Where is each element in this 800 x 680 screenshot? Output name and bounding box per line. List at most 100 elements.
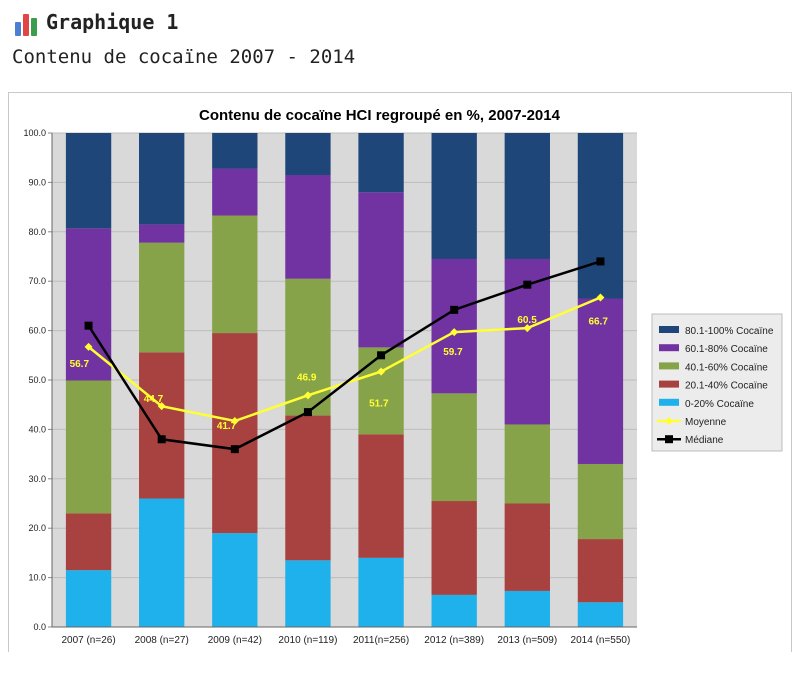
bar-segment <box>212 133 258 169</box>
mean-marker <box>523 324 532 333</box>
legend-label: 60.1-80% Cocaïne <box>685 344 768 355</box>
series-line <box>87 260 601 451</box>
median-marker <box>450 305 459 314</box>
x-tick-label: 2008 (n=27) <box>135 635 189 646</box>
x-tick-label: 2009 (n=42) <box>208 635 262 646</box>
bar-segment <box>504 424 550 504</box>
legend-marker <box>665 435 673 444</box>
x-tick-label: 2012 (n=389) <box>424 635 484 646</box>
y-tick-label: 30.0 <box>28 474 46 484</box>
mean-marker <box>596 293 605 302</box>
legend-label: 0-20% Cocaïne <box>685 399 754 410</box>
data-label: 60.5 <box>517 315 537 326</box>
y-tick-label: 60.0 <box>28 326 46 336</box>
x-tick-label: 2007 (n=26) <box>61 635 115 646</box>
bar-segment <box>212 533 258 627</box>
bar-segment <box>577 133 624 299</box>
bar-segment <box>65 513 112 571</box>
bar-segment <box>65 380 112 514</box>
data-label: 51.7 <box>369 399 389 410</box>
bar-segment <box>212 215 258 334</box>
bar-segment <box>139 242 185 353</box>
legend-label: 80.1-100% Cocaïne <box>685 326 774 337</box>
y-tick-label: 0.0 <box>33 622 46 632</box>
mean-marker <box>303 391 312 400</box>
median-marker <box>303 408 312 417</box>
bar-segment <box>212 333 258 534</box>
legend-swatch <box>659 398 679 406</box>
legend-swatch <box>659 380 679 388</box>
legend-swatch <box>659 326 679 333</box>
bar-segment <box>285 133 331 175</box>
mean-marker <box>450 328 459 337</box>
chart-subtitle: Contenu de cocaïne 2007 - 2014 <box>12 46 356 68</box>
bar-segment <box>212 168 258 216</box>
bar-segment <box>285 560 331 627</box>
legend-marker <box>665 417 673 425</box>
x-tick-label: 2010 (n=119) <box>278 635 337 646</box>
median-marker <box>523 280 532 289</box>
data-label: 56.7 <box>70 359 90 370</box>
median-marker <box>84 321 93 330</box>
x-tick-label: 2011(n=256) <box>353 635 409 646</box>
bar-segment <box>431 258 477 394</box>
chart-label: Graphique 1 <box>46 10 179 34</box>
bar-segment <box>431 501 477 595</box>
data-label: 41.7 <box>217 421 237 432</box>
median-marker <box>157 435 166 444</box>
bar-segment <box>577 463 624 540</box>
bar-segment <box>431 393 477 502</box>
bar-segment <box>285 174 331 279</box>
median-marker <box>377 351 386 360</box>
bar-segment <box>504 503 550 591</box>
bar-segment <box>577 602 624 627</box>
bar-segment <box>431 133 477 259</box>
bar-segment <box>139 352 185 499</box>
mean-marker <box>230 417 239 426</box>
x-tick-label: 2014 (n=550) <box>571 635 631 646</box>
y-tick-label: 70.0 <box>28 276 46 286</box>
legend-swatch <box>659 344 679 352</box>
y-tick-label: 90.0 <box>28 177 46 187</box>
mean-marker <box>157 402 166 411</box>
y-tick-label: 80.0 <box>28 227 46 237</box>
bar-segment <box>577 298 624 464</box>
bar-segment <box>358 434 404 558</box>
bar-chart-icon <box>14 12 40 36</box>
bar-segment <box>504 133 550 259</box>
bar-segment <box>504 590 550 627</box>
bar-segment <box>577 539 624 603</box>
bar-segment <box>431 594 477 627</box>
legend-label: 20.1-40% Cocaïne <box>685 381 768 392</box>
bar-segment <box>139 498 185 627</box>
page-header: Graphique 1 Contenu de cocaïne 2007 - 20… <box>0 0 800 85</box>
chart: Contenu de cocaïne HCI regroupé en %, 20… <box>23 107 783 646</box>
data-label: 44.7 <box>144 394 164 405</box>
legend-swatch <box>659 362 679 370</box>
bar-segment <box>358 133 404 193</box>
bar-segment <box>358 557 404 627</box>
mean-marker <box>84 342 93 351</box>
bar-segment <box>285 415 331 561</box>
legend-label: Moyenne <box>685 417 727 428</box>
median-marker <box>596 257 605 266</box>
bar-segment <box>358 347 404 435</box>
data-label: 46.9 <box>297 372 317 383</box>
bar-segment <box>139 224 185 243</box>
y-tick-label: 50.0 <box>28 375 46 385</box>
bar-segment <box>65 228 112 381</box>
legend-label: 40.1-60% Cocaïne <box>685 362 768 373</box>
y-tick-label: 10.0 <box>28 573 46 583</box>
bar-segment <box>65 133 112 229</box>
median-marker <box>230 445 239 454</box>
x-tick-label: 2013 (n=509) <box>497 635 557 646</box>
chart-title: Contenu de cocaïne HCI regroupé en %, 20… <box>199 107 561 124</box>
legend-label: Médiane <box>685 435 724 446</box>
mean-marker <box>377 367 386 376</box>
bar-segment <box>358 192 404 348</box>
bar-segment <box>139 133 185 225</box>
y-tick-label: 40.0 <box>28 424 46 434</box>
y-tick-label: 100.0 <box>23 128 46 138</box>
bar-segment <box>65 570 112 627</box>
data-label: 66.7 <box>588 317 608 328</box>
